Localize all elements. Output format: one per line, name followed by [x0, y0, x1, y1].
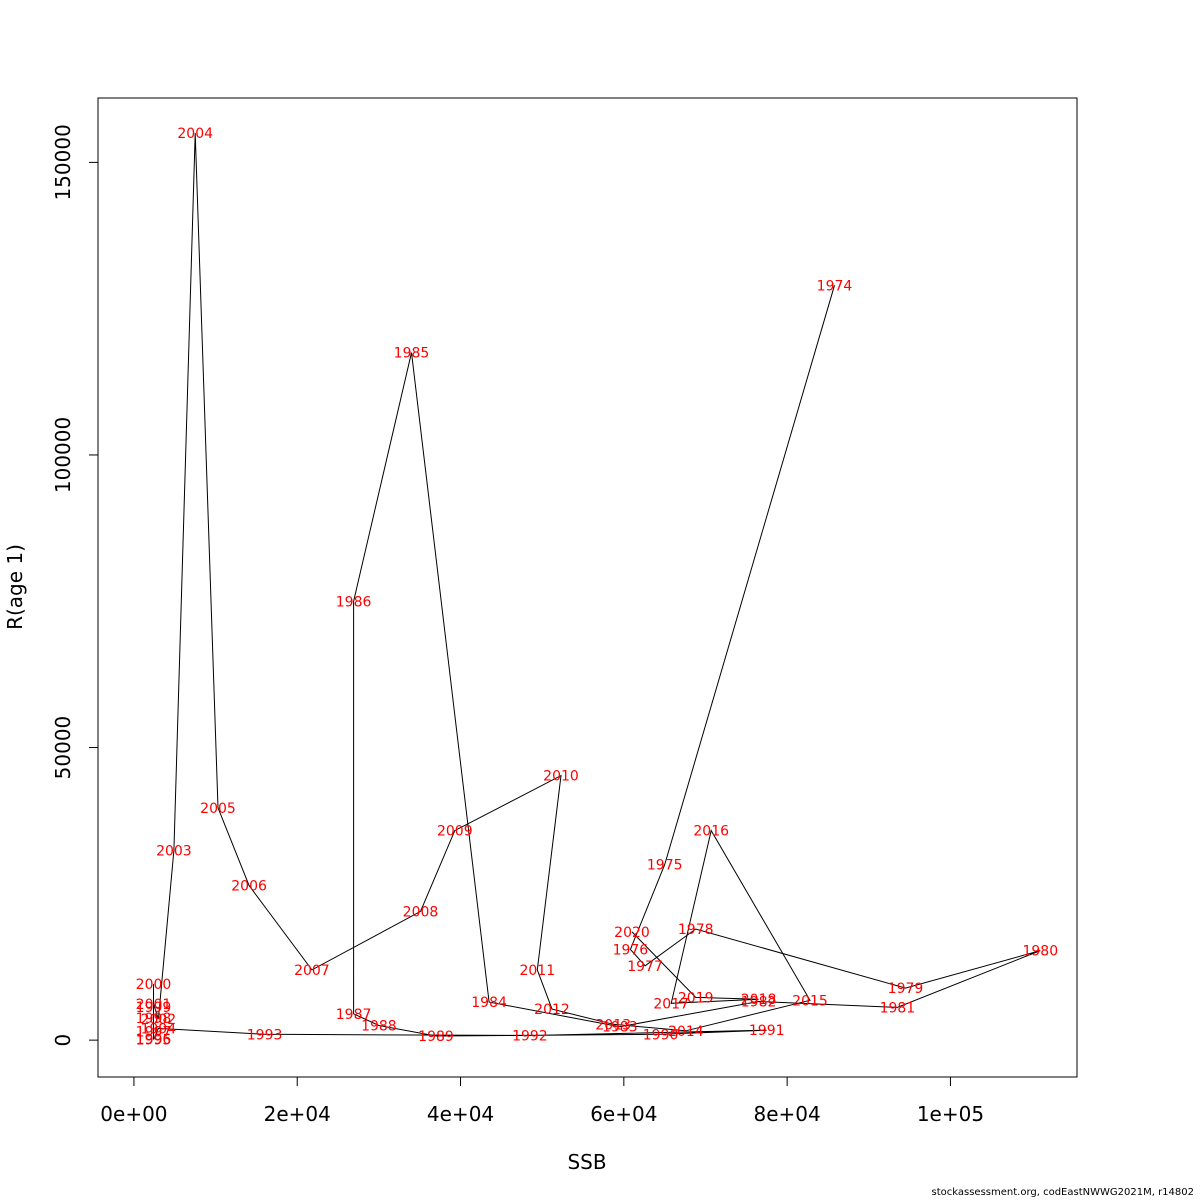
year-label-2018: 2018 — [741, 992, 777, 1008]
source-credit: stockassessment.org, codEastNWWG2021M, r… — [931, 1187, 1194, 1198]
year-label-2008: 2008 — [403, 904, 439, 920]
x-axis-label: SSB — [567, 1150, 606, 1174]
x-tick-label: 0e+00 — [100, 1102, 167, 1126]
year-label-2001: 2001 — [136, 997, 172, 1013]
year-label-2005: 2005 — [200, 801, 236, 817]
year-label-1977: 1977 — [627, 959, 663, 975]
year-label-1998: 1998 — [136, 1011, 172, 1027]
year-label-1975: 1975 — [647, 858, 683, 874]
year-label-2012: 2012 — [534, 1002, 570, 1018]
trajectory-path — [153, 133, 1041, 1040]
year-label-1999: 1999 — [136, 1000, 172, 1016]
x-tick-label: 8e+04 — [754, 1102, 821, 1126]
year-label-1995: 1995 — [136, 1033, 172, 1049]
year-label-1989: 1989 — [418, 1029, 454, 1045]
year-label-1987: 1987 — [336, 1007, 372, 1023]
year-label-2000: 2000 — [136, 977, 172, 993]
year-label-1996: 1996 — [136, 1032, 172, 1048]
year-label-2002: 2002 — [141, 1012, 177, 1028]
year-label-1981: 1981 — [880, 1000, 916, 1016]
x-tick-label: 6e+04 — [590, 1102, 657, 1126]
year-label-1979: 1979 — [888, 981, 924, 997]
y-tick-label: 50000 — [51, 716, 75, 780]
year-label-2020: 2020 — [614, 925, 650, 941]
year-label-1974: 1974 — [817, 278, 853, 294]
year-label-2014: 2014 — [668, 1024, 704, 1040]
x-tick-label: 1e+05 — [917, 1102, 984, 1126]
year-label-1988: 1988 — [361, 1019, 397, 1035]
year-label-2016: 2016 — [693, 824, 729, 840]
year-label-1984: 1984 — [471, 995, 507, 1011]
year-label-2015: 2015 — [792, 993, 828, 1009]
x-axis: 0e+00 2e+04 4e+04 6e+04 8e+04 1e+05 — [100, 1076, 984, 1126]
x-tick-label: 4e+04 — [427, 1102, 494, 1126]
year-label-1980: 1980 — [1022, 944, 1058, 960]
y-tick-label: 150000 — [51, 124, 75, 200]
x-tick-label: 2e+04 — [264, 1102, 331, 1126]
y-tick-label: 100000 — [51, 417, 75, 493]
year-label-1985: 1985 — [394, 346, 430, 362]
year-label-2010: 2010 — [543, 769, 579, 785]
year-label-1982: 1982 — [741, 995, 777, 1011]
year-label-2011: 2011 — [519, 963, 555, 979]
year-label-2004: 2004 — [177, 126, 213, 142]
recruitment-trajectory — [153, 133, 1041, 1040]
year-label-2013: 2013 — [595, 1017, 631, 1033]
year-label-1993: 1993 — [247, 1027, 283, 1043]
y-axis-label: R(age 1) — [3, 544, 27, 630]
year-label-1976: 1976 — [613, 942, 649, 958]
year-label-1997: 1997 — [136, 1024, 172, 1040]
year-label-2006: 2006 — [231, 879, 267, 895]
plot-frame — [97, 97, 1078, 1078]
year-label-1990: 1990 — [643, 1027, 679, 1043]
year-label-1994: 1994 — [141, 1021, 177, 1037]
y-axis: 0 50000 100000 150000 — [51, 124, 99, 1047]
year-label-1991: 1991 — [749, 1023, 785, 1039]
year-label-1978: 1978 — [678, 922, 714, 938]
year-label-1986: 1986 — [336, 594, 372, 610]
year-label-2007: 2007 — [294, 963, 330, 979]
year-label-2003: 2003 — [156, 844, 192, 860]
year-label-2019: 2019 — [678, 990, 714, 1006]
y-tick-label: 0 — [51, 1034, 75, 1047]
year-label-2009: 2009 — [437, 824, 473, 840]
year-label-1983: 1983 — [602, 1020, 638, 1036]
year-label-2017: 2017 — [653, 996, 689, 1012]
year-label-1992: 1992 — [512, 1029, 548, 1045]
